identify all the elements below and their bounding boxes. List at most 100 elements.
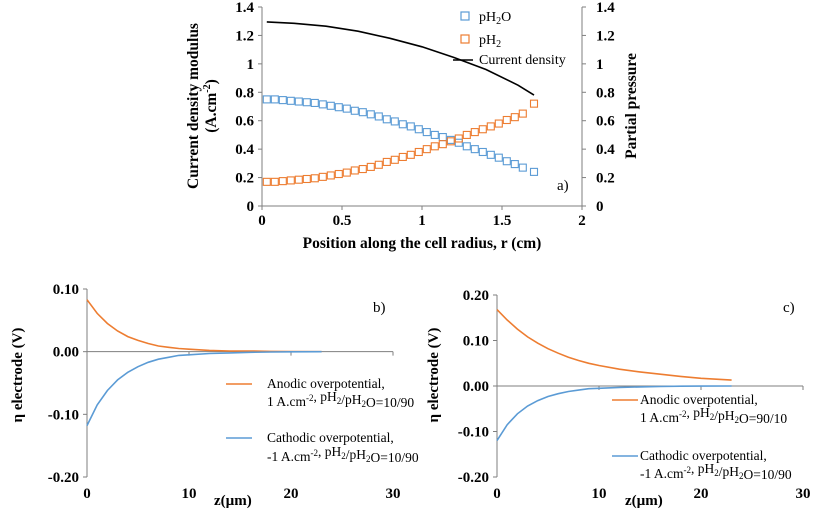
panel-a-y2tick-label: 0.2 — [596, 171, 615, 187]
panel-a-point-ph2 — [518, 109, 527, 118]
panel-a-point-ph2 — [262, 177, 271, 186]
panel-b-ytick-label: -0.20 — [48, 470, 79, 486]
panel-a-point-ph2 — [462, 130, 471, 139]
panel-a-point-ph2o — [286, 96, 295, 105]
panel-c-series — [496, 309, 732, 442]
panel-a-point-ph2o — [350, 106, 359, 115]
panel-c-label: c) — [783, 300, 795, 316]
panel-a-chart: 00.20.40.60.811.21.40 0.5 1 1.5 200.20.40.60… — [185, 0, 640, 252]
panel-a-point-ph2 — [318, 172, 327, 181]
panel-a-y2tick-label: 0.4 — [596, 142, 615, 158]
panel-a-point-ph2o — [478, 147, 487, 157]
panel-b-label: b) — [373, 300, 386, 316]
panel-a-ytick-label: 1 — [247, 57, 255, 73]
panel-a-point-ph2 — [390, 155, 399, 164]
legend-b-anodic-line1: Anodic overpotential, — [267, 376, 385, 391]
panel-a-point-ph2o — [326, 101, 335, 110]
panel-b-xtick-label: 10 — [182, 486, 197, 502]
panel-a-point-ph2o — [358, 108, 367, 117]
panel-a-xtick-label: 0 — [258, 213, 266, 229]
panel-a-point-ph2o — [270, 95, 279, 104]
panel-a-point-ph2 — [414, 147, 423, 157]
panel-b-line-anodic-overpotential — [86, 299, 322, 353]
panel-a-ytick-label: 0.8 — [235, 85, 254, 101]
panel-a-point-ph2 — [286, 176, 295, 185]
panel-a-point-ph2 — [294, 175, 303, 184]
panel-a-point-ph2 — [406, 150, 415, 159]
legend-b-cathodic-line1: Cathodic overpotential, — [267, 430, 394, 445]
legend-c-cathodic-line2: -1 A.cm-2, pH2/pH2O=10/90 — [640, 461, 792, 482]
panel-a-point-ph2o — [278, 96, 287, 105]
panel-a-xtick-label: 2 — [578, 213, 586, 229]
panel-a-point-ph2o — [318, 100, 327, 109]
panel-a-ytick-label: 1.2 — [235, 28, 254, 44]
panel-b-line-cathodic-overpotential — [86, 350, 322, 426]
legend-label-current-density: Current density — [479, 53, 566, 68]
legend-label-ph2: pH2 — [479, 33, 501, 50]
panel-a-xlabel: Position along the cell radius, r (cm) — [303, 235, 542, 252]
panel-a-point-ph2o — [406, 122, 415, 131]
legend-marker-ph2o — [460, 11, 470, 21]
panel-a-point-ph2o — [398, 120, 407, 129]
panel-a-point-ph2 — [529, 99, 539, 108]
panel-c-ytick-label: -0.20 — [458, 470, 489, 486]
panel-a-point-ph2o — [430, 130, 439, 139]
panel-a-point-ph2o — [262, 95, 271, 104]
panel-c-xlabel: z(µm) — [625, 493, 663, 509]
panel-c-legend: Anodic overpotential, 1 A.cm-2, pH2/pH2O… — [612, 392, 792, 482]
panel-a-y2tick-label: 0.6 — [596, 114, 615, 130]
panel-a-y2tick-label: 0.8 — [596, 85, 615, 101]
panel-a-point-ph2 — [374, 160, 383, 169]
panel-a-point-ph2 — [486, 122, 495, 131]
panel-b-chart: -0.20 -0.10 0.00 0.10 0 10 20 30 z(µm) η electr… — [10, 282, 419, 509]
panel-b-ytick-label: 0.10 — [53, 282, 79, 298]
panel-a-point-ph2 — [446, 137, 455, 146]
panel-a-point-ph2 — [350, 166, 359, 175]
panel-a-point-ph2 — [358, 164, 367, 174]
panel-a-point-ph2 — [278, 177, 287, 186]
panel-c-line-anodic-overpotential — [496, 309, 732, 381]
panel-a-point-ph2o — [414, 125, 423, 134]
panel-a-xtick-label: 1 — [418, 213, 426, 229]
panel-a-point-ph2 — [398, 152, 407, 162]
legend-b-anodic-line2: 1 A.cm-2, pH2/pH2O=10/90 — [267, 389, 414, 410]
panel-c-ytick-label: 0.20 — [463, 288, 489, 304]
panel-a-y2tick-label: 1.4 — [596, 0, 615, 16]
panel-c-xtick-label: 0 — [493, 486, 501, 502]
panel-a-ytick-label: 1.4 — [235, 0, 254, 16]
panel-a-ytick-label: 0.4 — [235, 142, 254, 158]
panel-a-point-ph2 — [326, 171, 335, 180]
panel-b-ytick-label: 0.00 — [53, 345, 79, 361]
panel-a-point-ph2o — [374, 112, 383, 121]
panel-a-y2tick-label: 1 — [596, 57, 604, 73]
panel-a-point-ph2o — [486, 150, 495, 159]
panel-a-point-ph2o — [494, 153, 503, 162]
panel-c-xtick-label: 20 — [694, 486, 709, 502]
panel-a-point-ph2o — [462, 142, 471, 151]
panel-a-ylabel-left-line1: Current density modulus — [185, 23, 202, 189]
legend-marker-ph2 — [460, 34, 470, 44]
legend-label-ph2o: pH2O — [479, 10, 511, 27]
panel-c-chart: -0.20 -0.10 0.00 0.10 0.20 0 10 20 30 z(µm) η el… — [426, 288, 811, 509]
panel-a-y2tick-label: 0 — [596, 199, 604, 215]
panel-c-xtick-label: 10 — [592, 486, 607, 502]
panel-a-series — [262, 21, 539, 186]
panel-a-point-ph2o — [518, 163, 527, 172]
panel-b-xtick-label: 30 — [386, 486, 401, 502]
panel-a-point-ph2o — [310, 98, 319, 107]
panel-b-xtick-label: 20 — [284, 486, 299, 502]
panel-a-point-ph2 — [302, 174, 311, 184]
panel-a-ylabel-right: Partial pressure — [623, 53, 640, 159]
legend-b-cathodic-line2: -1 A.cm-2, pH2/pH2O=10/90 — [267, 444, 419, 465]
panel-a-point-ph2 — [310, 174, 319, 183]
panel-a-line-current-density — [266, 21, 535, 96]
panel-a-axes: 00.20.40.60.811.21.40 0.5 1 1.5 200.20.40.60… — [235, 0, 615, 229]
panel-a-point-ph2o — [342, 104, 351, 113]
panel-a-point-ph2 — [454, 134, 463, 143]
panel-a-point-ph2o — [502, 157, 511, 166]
panel-a-point-ph2 — [502, 115, 511, 125]
panel-a-point-ph2 — [382, 157, 391, 166]
panel-a-point-ph2o — [438, 133, 447, 142]
panel-a-point-ph2o — [294, 97, 303, 106]
